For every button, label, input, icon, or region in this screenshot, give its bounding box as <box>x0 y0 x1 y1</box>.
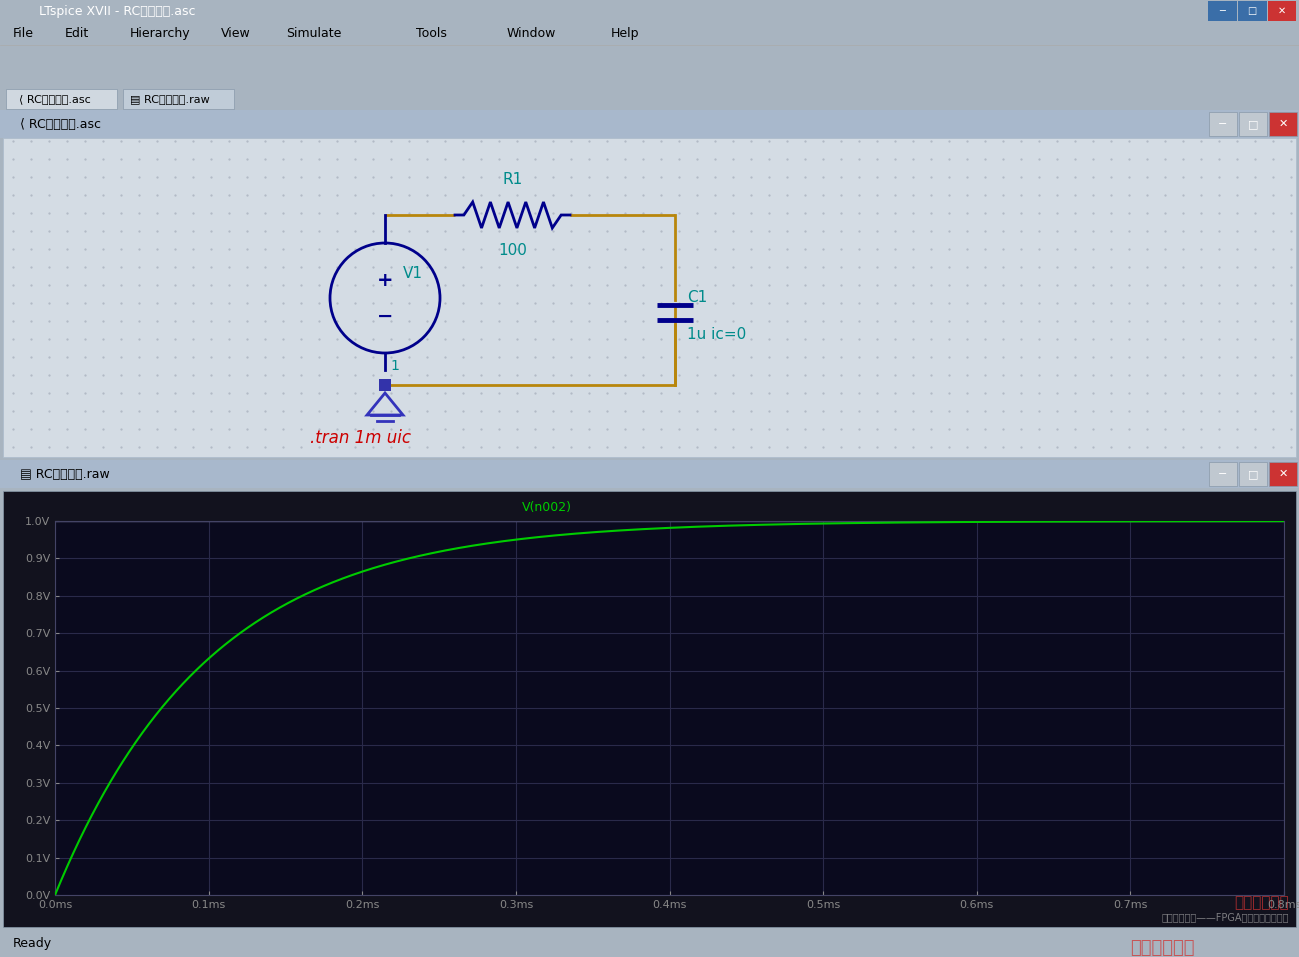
Text: 100: 100 <box>498 243 527 258</box>
Text: 1: 1 <box>391 359 399 373</box>
Text: −: − <box>1218 119 1228 129</box>
Text: □: □ <box>1248 469 1259 479</box>
Text: □: □ <box>1248 119 1259 129</box>
Text: C1: C1 <box>687 290 707 305</box>
Text: 徐晓康的博客: 徐晓康的博客 <box>1234 895 1289 910</box>
Text: +: + <box>377 271 394 290</box>
Bar <box>1208 1 1237 21</box>
Text: View: View <box>221 27 251 40</box>
Text: Ready: Ready <box>13 937 52 950</box>
Text: Window: Window <box>507 27 556 40</box>
Text: Tools: Tools <box>416 27 447 40</box>
Text: ✕: ✕ <box>1278 469 1287 479</box>
Text: ─: ─ <box>1220 6 1225 16</box>
Text: LTspice XVII - RC充电电路.asc: LTspice XVII - RC充电电路.asc <box>39 5 195 17</box>
Text: File: File <box>13 27 34 40</box>
Text: Help: Help <box>611 27 639 40</box>
Text: Hierarchy: Hierarchy <box>130 27 191 40</box>
Bar <box>1238 1 1267 21</box>
Text: □: □ <box>1247 6 1257 16</box>
Text: 1u ic=0: 1u ic=0 <box>687 327 746 342</box>
Text: −: − <box>377 306 394 325</box>
Bar <box>6 89 117 109</box>
Bar <box>1269 462 1296 486</box>
Bar <box>1239 112 1267 136</box>
Text: Simulate: Simulate <box>286 27 342 40</box>
Text: 徐晓康的博客: 徐晓康的博客 <box>1130 939 1195 957</box>
Bar <box>1268 1 1296 21</box>
Bar <box>123 89 234 109</box>
Text: Edit: Edit <box>65 27 90 40</box>
Text: ✕: ✕ <box>1278 119 1287 129</box>
Bar <box>379 379 391 391</box>
Text: .tran 1m uic: .tran 1m uic <box>310 429 410 447</box>
Text: V(n002): V(n002) <box>522 501 572 514</box>
Text: ⟨ RC充电电路.asc: ⟨ RC充电电路.asc <box>19 118 101 130</box>
Text: R1: R1 <box>503 172 522 187</box>
Bar <box>0 110 1299 138</box>
Bar <box>1209 112 1237 136</box>
Bar <box>0 460 1299 488</box>
Text: −: − <box>1218 469 1228 479</box>
Bar <box>1209 462 1237 486</box>
Text: V1: V1 <box>403 265 423 280</box>
Text: 硬件设计之美——FPGA与嵌入式知识分享: 硬件设计之美——FPGA与嵌入式知识分享 <box>1161 912 1289 922</box>
Bar <box>1239 462 1267 486</box>
Bar <box>1269 112 1296 136</box>
Text: ⟨ RC充电电路.asc: ⟨ RC充电电路.asc <box>19 94 91 104</box>
Text: ▤ RC充电电路.raw: ▤ RC充电电路.raw <box>130 94 209 104</box>
Text: ▤ RC充电电路.raw: ▤ RC充电电路.raw <box>19 468 109 480</box>
Text: ✕: ✕ <box>1278 6 1286 16</box>
